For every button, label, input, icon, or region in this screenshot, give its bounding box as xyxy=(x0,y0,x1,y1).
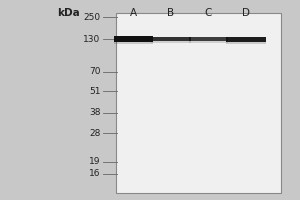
Bar xyxy=(114,42,153,44)
Text: C: C xyxy=(205,8,212,18)
Bar xyxy=(152,37,190,41)
Bar xyxy=(152,41,190,43)
Text: 38: 38 xyxy=(89,108,100,117)
Text: D: D xyxy=(242,8,250,18)
Text: B: B xyxy=(167,8,175,18)
Text: 70: 70 xyxy=(89,68,100,76)
Bar xyxy=(226,42,266,44)
Text: 28: 28 xyxy=(89,129,100,138)
Bar xyxy=(189,41,228,43)
Text: 51: 51 xyxy=(89,87,100,96)
Bar xyxy=(116,13,280,193)
Bar xyxy=(226,37,266,42)
Text: 250: 250 xyxy=(83,12,100,21)
Bar xyxy=(114,36,153,42)
Text: 130: 130 xyxy=(83,34,100,44)
Text: 19: 19 xyxy=(89,158,100,166)
Bar xyxy=(189,37,228,41)
Text: kDa: kDa xyxy=(57,8,80,18)
Text: 16: 16 xyxy=(89,170,100,178)
Text: A: A xyxy=(130,8,137,18)
